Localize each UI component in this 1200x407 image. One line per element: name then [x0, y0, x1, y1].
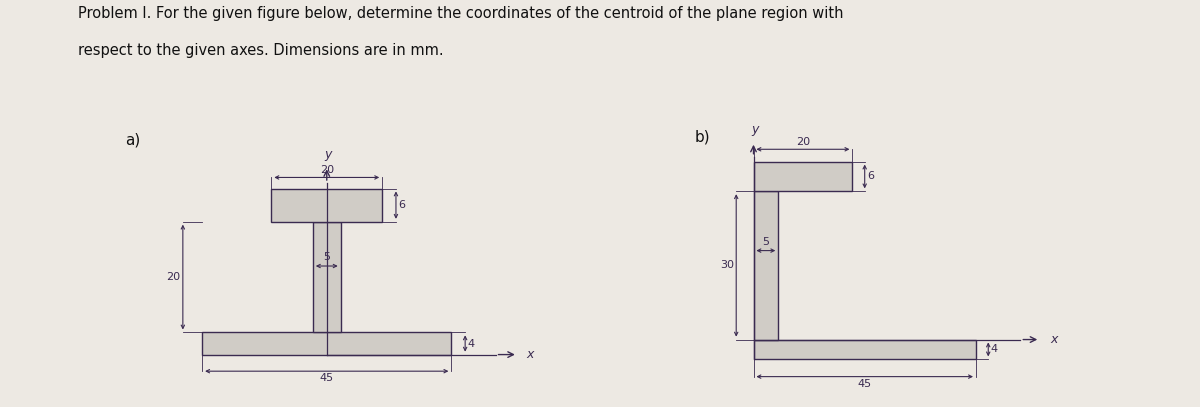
Text: y: y — [751, 123, 758, 136]
Text: 45: 45 — [858, 379, 871, 389]
Text: 30: 30 — [720, 260, 733, 270]
Bar — [271, 188, 382, 222]
Bar — [313, 222, 341, 333]
Text: y: y — [325, 148, 332, 161]
Text: 45: 45 — [319, 373, 334, 383]
Text: 4: 4 — [991, 344, 998, 354]
Text: x: x — [526, 348, 534, 361]
Text: 5: 5 — [323, 252, 330, 262]
Text: x: x — [1050, 333, 1057, 346]
Text: 6: 6 — [398, 200, 406, 210]
Text: 20: 20 — [319, 165, 334, 175]
Text: respect to the given axes. Dimensions are in mm.: respect to the given axes. Dimensions ar… — [78, 43, 444, 58]
Text: b): b) — [694, 130, 710, 145]
Bar — [754, 339, 976, 359]
Text: 20: 20 — [166, 272, 180, 282]
Text: 6: 6 — [868, 171, 874, 182]
Text: a): a) — [125, 132, 140, 147]
Text: Problem I. For the given figure below, determine the coordinates of the centroid: Problem I. For the given figure below, d… — [78, 6, 844, 21]
Bar — [203, 333, 451, 354]
Bar — [754, 162, 852, 191]
Bar — [754, 191, 779, 339]
Text: 4: 4 — [468, 339, 475, 348]
Text: 20: 20 — [796, 137, 810, 147]
Text: 5: 5 — [762, 236, 769, 247]
